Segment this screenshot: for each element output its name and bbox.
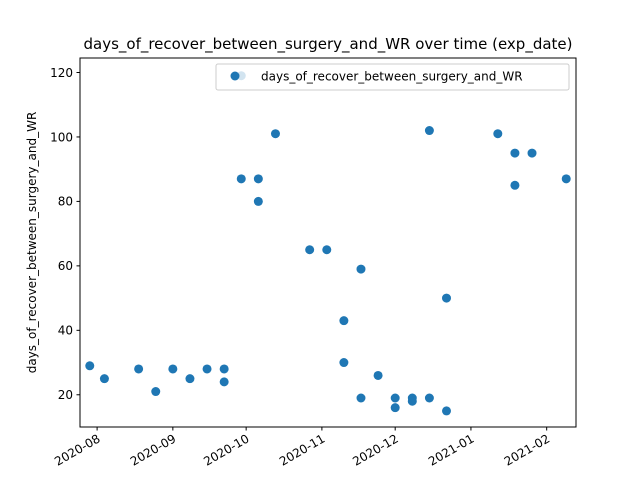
data-point: [424, 393, 434, 403]
x-tick-label: 2020-12: [350, 431, 400, 468]
data-point: [390, 403, 400, 413]
y-tick-label: 40: [58, 324, 73, 338]
data-point: [442, 406, 451, 416]
y-tick-label: 120: [50, 66, 73, 80]
data-point: [168, 364, 178, 374]
legend: days_of_recover_between_surgery_and_WR: [215, 63, 570, 91]
data-point: [424, 126, 434, 136]
data-point: [253, 196, 263, 206]
data-point: [510, 180, 520, 190]
data-point: [373, 370, 383, 380]
data-point: [219, 364, 229, 374]
chart-title: days_of_recover_between_surgery_and_WR o…: [83, 35, 572, 54]
data-point: [151, 387, 161, 397]
data-point: [85, 361, 95, 371]
x-tick-label: 2021-01: [426, 431, 476, 468]
y-tick-label: 80: [58, 195, 73, 209]
data-point: [99, 374, 109, 384]
y-tick-label: 20: [58, 388, 73, 402]
data-point: [339, 316, 349, 326]
data-point: [407, 396, 417, 406]
plot-frame: [79, 57, 577, 428]
data-point: [185, 374, 195, 384]
data-point: [253, 174, 263, 184]
data-point: [493, 129, 503, 139]
x-axis: 2020-08 2020-09 2020-10 2020-11 2020-12 2021-…: [52, 427, 552, 469]
data-point: [390, 393, 400, 403]
data-point: [527, 148, 537, 158]
data-point: [219, 377, 229, 387]
legend-marker: [230, 71, 240, 81]
data-point: [356, 393, 366, 403]
x-tick-label: 2020-10: [201, 431, 251, 468]
data-points: [85, 71, 571, 416]
data-point: [339, 358, 349, 368]
data-point: [442, 293, 451, 303]
legend-label: days_of_recover_between_surgery_and_WR: [261, 70, 523, 84]
data-point: [305, 245, 315, 255]
data-point: [202, 364, 212, 374]
y-axis: 20 40 60 80 100 120: [50, 66, 80, 402]
x-tick-label: 2020-09: [128, 431, 178, 468]
data-point: [270, 129, 280, 139]
data-point: [561, 174, 571, 184]
data-point: [510, 148, 520, 158]
data-point: [236, 174, 246, 184]
x-tick-label: 2020-08: [52, 431, 102, 468]
y-tick-label: 60: [58, 259, 73, 273]
y-axis-label: days_of_recover_between_surgery_and_WR: [25, 112, 39, 374]
y-tick-label: 100: [50, 130, 73, 144]
data-point: [356, 264, 366, 274]
data-point: [134, 364, 144, 374]
legend-box: [215, 63, 570, 91]
x-tick-label: 2020-11: [277, 431, 327, 468]
data-point: [322, 245, 332, 255]
x-tick-label: 2021-02: [502, 431, 552, 468]
